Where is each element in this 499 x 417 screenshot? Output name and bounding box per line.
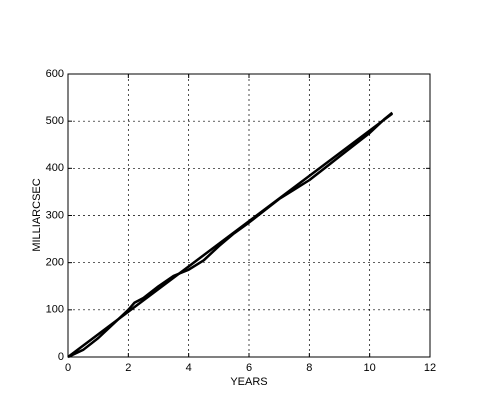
line-series	[67, 111, 394, 359]
x-tick-label: 4	[186, 362, 192, 374]
x-tick-label: 6	[246, 362, 252, 374]
y-tick-label: 500	[46, 115, 64, 127]
y-tick-label: 200	[46, 257, 64, 269]
plot-frame	[67, 73, 431, 358]
y-tick-label: 400	[46, 162, 64, 174]
x-tick-label: 8	[306, 362, 312, 374]
x-tick-label: 2	[125, 362, 131, 374]
x-tick-label: 12	[424, 362, 436, 374]
x-tick-label: 10	[364, 362, 376, 374]
x-tick-label: 0	[65, 362, 71, 374]
y-tick-label: 100	[46, 304, 64, 316]
x-axis-label: YEARS	[230, 376, 267, 388]
y-tick-label: 0	[58, 351, 64, 363]
y-tick-label: 600	[46, 68, 64, 80]
y-tick-label: 300	[46, 209, 64, 221]
y-axis-label: MILLIARCSEC	[31, 178, 43, 251]
